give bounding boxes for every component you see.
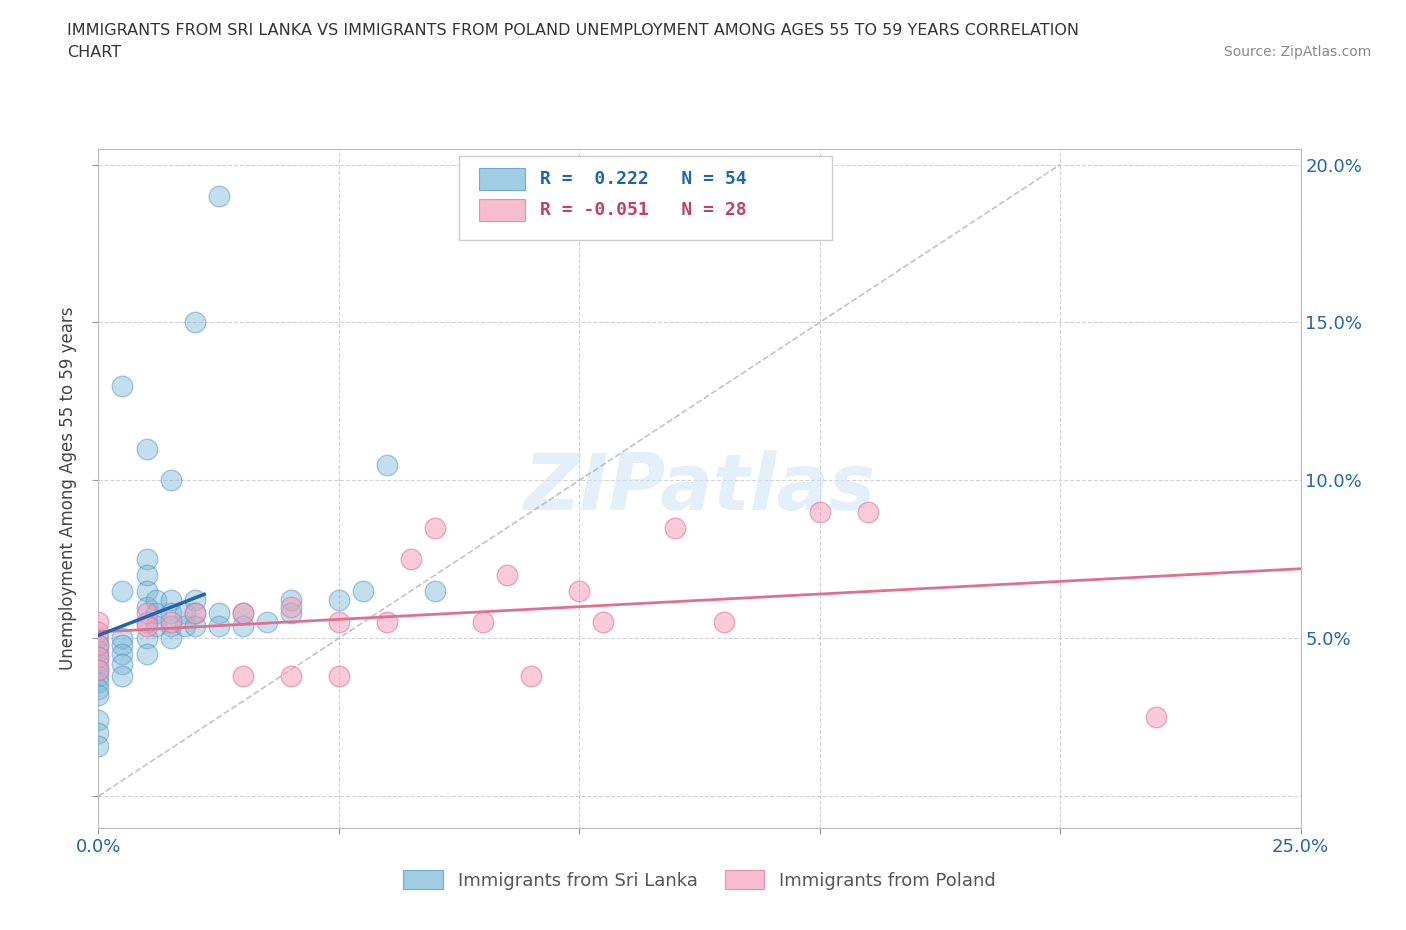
Point bbox=[87, 637, 110, 652]
Point bbox=[208, 605, 231, 620]
Point bbox=[232, 618, 254, 633]
Point bbox=[232, 669, 254, 684]
Point bbox=[145, 605, 167, 620]
Point bbox=[856, 504, 879, 519]
Point bbox=[328, 669, 350, 684]
Point bbox=[135, 583, 157, 598]
Point bbox=[87, 725, 110, 740]
Point bbox=[111, 669, 134, 684]
Point bbox=[111, 637, 134, 652]
Point bbox=[135, 618, 157, 633]
Point bbox=[592, 615, 614, 630]
Point bbox=[87, 656, 110, 671]
Point bbox=[87, 682, 110, 697]
Text: Source: ZipAtlas.com: Source: ZipAtlas.com bbox=[1223, 45, 1371, 59]
Point bbox=[472, 615, 495, 630]
Point bbox=[183, 618, 205, 633]
Point bbox=[375, 458, 398, 472]
Point bbox=[1144, 710, 1167, 724]
Point bbox=[280, 593, 302, 608]
Point bbox=[87, 650, 110, 665]
Point bbox=[87, 738, 110, 753]
Point bbox=[208, 189, 231, 204]
Point bbox=[159, 473, 181, 488]
Point bbox=[183, 605, 205, 620]
Point bbox=[87, 650, 110, 665]
Point bbox=[496, 567, 519, 582]
Point bbox=[399, 551, 422, 566]
Legend: Immigrants from Sri Lanka, Immigrants from Poland: Immigrants from Sri Lanka, Immigrants fr… bbox=[396, 863, 1002, 897]
Point bbox=[568, 583, 591, 598]
Point bbox=[159, 605, 181, 620]
Point bbox=[183, 315, 205, 330]
Point bbox=[87, 662, 110, 677]
Point bbox=[135, 615, 157, 630]
Point bbox=[280, 599, 302, 614]
Point bbox=[87, 687, 110, 702]
Point bbox=[87, 669, 110, 684]
Point bbox=[135, 605, 157, 620]
Point bbox=[232, 605, 254, 620]
Point bbox=[87, 713, 110, 728]
Point bbox=[352, 583, 374, 598]
Point bbox=[135, 646, 157, 661]
Point bbox=[111, 646, 134, 661]
Point bbox=[111, 631, 134, 645]
Point bbox=[159, 631, 181, 645]
Point bbox=[159, 615, 181, 630]
Point bbox=[280, 605, 302, 620]
Point bbox=[328, 593, 350, 608]
Point bbox=[664, 520, 686, 535]
Point bbox=[135, 442, 157, 457]
Text: R = -0.051   N = 28: R = -0.051 N = 28 bbox=[540, 201, 747, 219]
Point bbox=[232, 605, 254, 620]
Bar bbox=[479, 168, 526, 191]
Bar bbox=[479, 199, 526, 220]
Point bbox=[111, 656, 134, 671]
Point bbox=[208, 618, 231, 633]
Point bbox=[159, 593, 181, 608]
Point bbox=[423, 583, 446, 598]
Point bbox=[111, 379, 134, 393]
Point bbox=[87, 631, 110, 645]
Point bbox=[145, 618, 167, 633]
Point bbox=[135, 599, 157, 614]
Point bbox=[520, 669, 543, 684]
Point bbox=[159, 618, 181, 633]
Point bbox=[135, 551, 157, 566]
Point bbox=[87, 675, 110, 690]
Point bbox=[145, 593, 167, 608]
Point bbox=[87, 637, 110, 652]
Point bbox=[713, 615, 735, 630]
Point bbox=[87, 644, 110, 658]
Point bbox=[87, 615, 110, 630]
FancyBboxPatch shape bbox=[458, 155, 832, 241]
Text: ZIPatlas: ZIPatlas bbox=[523, 450, 876, 526]
Point bbox=[111, 583, 134, 598]
Point bbox=[174, 618, 197, 633]
Point bbox=[87, 624, 110, 639]
Point bbox=[423, 520, 446, 535]
Point bbox=[808, 504, 831, 519]
Point bbox=[256, 615, 278, 630]
Text: CHART: CHART bbox=[67, 45, 121, 60]
Point bbox=[174, 605, 197, 620]
Point bbox=[135, 631, 157, 645]
Y-axis label: Unemployment Among Ages 55 to 59 years: Unemployment Among Ages 55 to 59 years bbox=[59, 307, 77, 670]
Point bbox=[135, 567, 157, 582]
Point bbox=[183, 605, 205, 620]
Text: R =  0.222   N = 54: R = 0.222 N = 54 bbox=[540, 170, 747, 189]
Point bbox=[87, 662, 110, 677]
Point bbox=[183, 593, 205, 608]
Point bbox=[280, 669, 302, 684]
Point bbox=[328, 615, 350, 630]
Text: IMMIGRANTS FROM SRI LANKA VS IMMIGRANTS FROM POLAND UNEMPLOYMENT AMONG AGES 55 T: IMMIGRANTS FROM SRI LANKA VS IMMIGRANTS … bbox=[67, 23, 1080, 38]
Point bbox=[375, 615, 398, 630]
